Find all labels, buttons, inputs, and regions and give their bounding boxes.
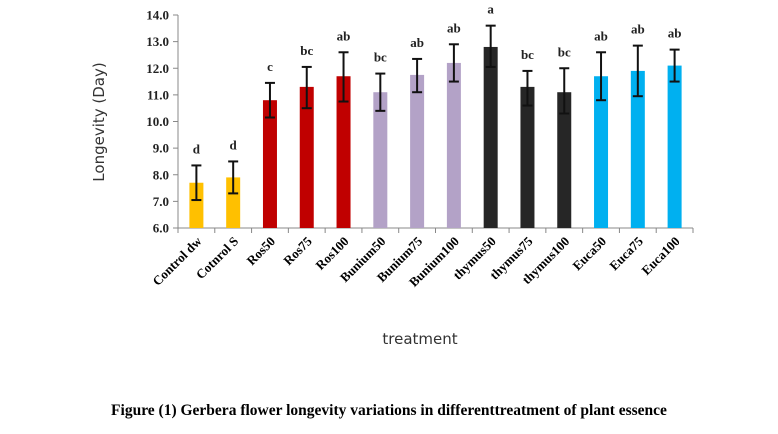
y-tick-label: 7.0 — [153, 194, 169, 209]
y-tick-label: 13.0 — [146, 34, 169, 49]
bar — [557, 92, 572, 229]
x-axis-title: treatment — [382, 330, 457, 348]
y-tick-label: 12.0 — [146, 61, 169, 76]
bar — [630, 70, 645, 228]
y-tick-label: 14.0 — [146, 8, 169, 23]
significance-label: bc — [300, 43, 313, 58]
y-tick-label: 6.0 — [153, 221, 169, 236]
significance-label: bc — [521, 47, 534, 62]
bar — [667, 65, 682, 229]
y-tick-label: 10.0 — [146, 114, 169, 129]
significance-label: d — [193, 141, 201, 156]
x-tick-label: Ros50 — [243, 234, 278, 269]
significance-label: ab — [337, 28, 351, 43]
significance-label: bc — [558, 44, 571, 59]
bar — [483, 46, 498, 229]
bar — [594, 76, 609, 228]
significance-label: bc — [374, 50, 387, 65]
y-tick-label: 11.0 — [147, 87, 169, 102]
bar — [410, 74, 425, 228]
bar-chart: Longevity (Day) treatment 6.0 7.0 8.0 9.0 10… — [90, 2, 694, 348]
significance-label: ab — [594, 28, 608, 43]
x-tick-label: Control dw — [149, 233, 205, 289]
bar — [262, 100, 277, 228]
bar — [189, 182, 204, 228]
y-tick-label: 8.0 — [153, 167, 169, 182]
significance-label: ab — [668, 26, 682, 41]
x-tick-label: Euca100 — [638, 234, 682, 278]
y-axis-title: Longevity (Day) — [90, 62, 108, 181]
x-tick-label: Euca50 — [569, 234, 609, 274]
bar — [520, 86, 535, 228]
bar — [299, 86, 314, 228]
significance-label: ab — [447, 20, 461, 35]
significance-label: ab — [410, 35, 424, 50]
significance-label: a — [487, 2, 494, 17]
significance-label: d — [230, 137, 238, 152]
x-tick-label: Ros75 — [280, 233, 315, 268]
y-tick-label: 9.0 — [153, 141, 169, 156]
bar — [446, 62, 461, 228]
bar — [336, 76, 351, 228]
bar — [226, 177, 241, 228]
figure-caption: Figure (1) Gerbera flower longevity vari… — [111, 402, 667, 419]
significance-label: c — [267, 59, 273, 74]
significance-label: ab — [631, 22, 645, 37]
bar — [373, 92, 388, 229]
